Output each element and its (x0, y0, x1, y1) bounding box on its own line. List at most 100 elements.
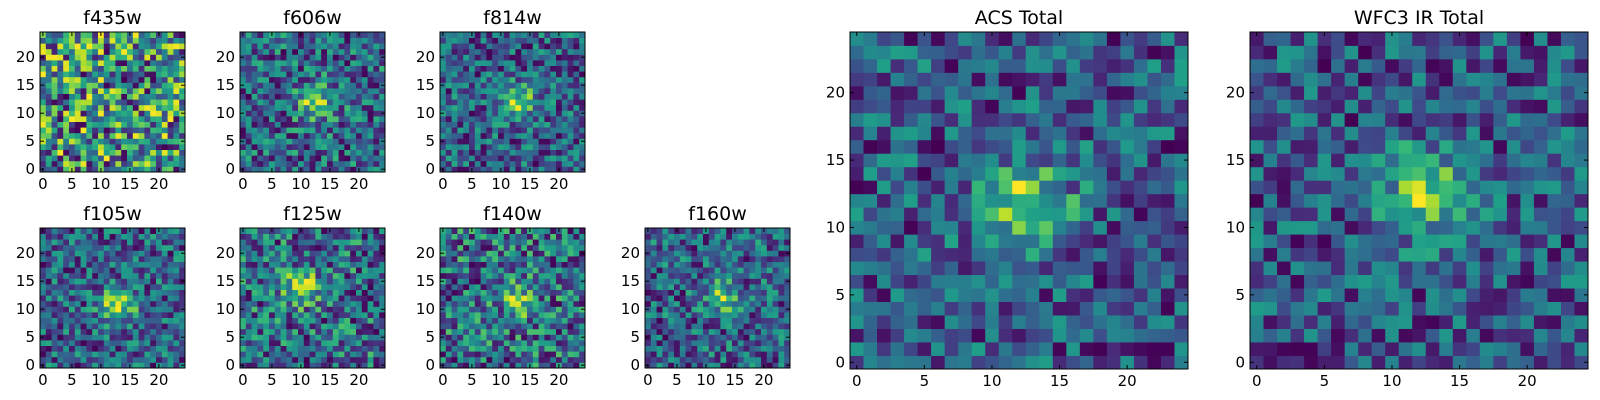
f435w-pixel (57, 166, 64, 173)
f814w-pixel (486, 37, 493, 44)
f125w-pixel (257, 334, 264, 341)
f140w-pixel (573, 306, 580, 313)
f435w-pixel (161, 127, 168, 134)
f606w-pixel (269, 121, 276, 128)
f814w-pixel (492, 60, 499, 66)
f140w-pixel (573, 362, 580, 369)
f160w-pixel (784, 284, 791, 290)
f125w-pixel (251, 351, 258, 358)
f606w-pixel (315, 65, 322, 72)
f814w-pixel (486, 82, 493, 89)
f606w-pixel (240, 48, 247, 55)
f160w-pixel (732, 351, 739, 358)
f606w-pixel (280, 82, 287, 89)
f125w-pixel (309, 289, 316, 296)
f814w-pixel (544, 160, 551, 167)
f814w-pixel (567, 116, 574, 122)
acs-total-pixel (863, 288, 878, 302)
f140w-pixel (474, 345, 481, 352)
f606w-pixel (298, 116, 305, 122)
f160w-pixel (674, 328, 681, 335)
f435w-pixel (45, 65, 52, 72)
f125w-pixel (321, 228, 328, 234)
f140w-pixel (492, 228, 499, 234)
f814w-pixel (445, 116, 452, 122)
f160w-pixel (743, 356, 750, 363)
f814w-pixel (579, 65, 586, 72)
f140w-pixel (469, 278, 476, 285)
acs-total-pixel (863, 355, 878, 370)
f125w-pixel (321, 317, 328, 324)
acs-total-pixel (1039, 220, 1054, 235)
f105w-pixel (98, 328, 105, 335)
f105w-pixel (179, 300, 186, 307)
f105w-pixel (45, 323, 52, 330)
f140w-pixel (474, 256, 481, 262)
f105w-pixel (150, 278, 157, 285)
f435w-pixel (86, 88, 93, 94)
f125w-pixel (344, 256, 351, 262)
f140w-pixel (445, 323, 452, 330)
f160w-pixel (703, 312, 710, 318)
f435w-pixel (150, 110, 157, 117)
f606w-pixel (367, 54, 374, 61)
f125w-pixel (338, 362, 345, 369)
f606w-pixel (350, 43, 357, 50)
f105w-pixel (150, 239, 157, 246)
f125w-pixel (274, 244, 281, 251)
f435w-pixel (69, 155, 76, 162)
acs-total-pixel (944, 328, 959, 343)
f140w-pixel (498, 340, 505, 346)
f814w-ytick-label: 0 (425, 160, 435, 178)
f160w-pixel (714, 312, 721, 318)
acs-total-pixel (850, 153, 864, 168)
f140w-pixel (561, 306, 568, 313)
f814w-pixel (544, 32, 551, 38)
acs-total-pixel (931, 342, 946, 356)
f140w-pixel (515, 256, 522, 262)
f606w-pixel (257, 110, 264, 117)
f125w-pixel (286, 306, 293, 313)
f606w-pixel (332, 82, 339, 89)
f435w-pixel (161, 88, 168, 94)
acs-total-pixel (1066, 207, 1081, 222)
f606w-pixel (332, 32, 339, 38)
f125w-pixel (321, 289, 328, 296)
f125w-pixel (298, 295, 305, 302)
f160w-pixel (662, 233, 669, 240)
f125w-pixel (361, 244, 368, 251)
f125w-pixel (280, 328, 287, 335)
f125w-pixel (298, 267, 305, 274)
f125w-pixel (303, 284, 310, 290)
f160w-pixel (743, 351, 750, 358)
f125w-pixel (257, 317, 264, 324)
f160w-pixel (685, 351, 692, 358)
acs-total-pixel (877, 193, 891, 208)
f814w-pixel (532, 138, 539, 145)
f105w-pixel (132, 284, 139, 290)
f435w-pixel (161, 71, 168, 78)
f814w-pixel (556, 155, 563, 162)
f606w-pixel (327, 60, 334, 66)
f140w-pixel (451, 289, 458, 296)
f140w-pixel (445, 284, 452, 290)
f105w-pixel (98, 267, 105, 274)
acs-total-pixel (1147, 193, 1162, 208)
f814w-pixel (445, 99, 452, 106)
f125w-pixel (373, 261, 380, 268)
acs-total-pixel (1133, 328, 1148, 343)
f125w-pixel (269, 300, 276, 307)
f160w-pixel (708, 284, 715, 290)
f105w-pixel (74, 284, 81, 290)
f435w-pixel (173, 99, 180, 106)
f140w-pixel (440, 284, 447, 290)
f105w-pixel (109, 256, 116, 262)
f125w-pixel (257, 239, 264, 246)
f606w-pixel (344, 149, 351, 156)
f814w-pixel (544, 166, 551, 173)
f606w-pixel (367, 60, 374, 66)
f606w-pixel (240, 121, 247, 128)
f814w-pixel (503, 54, 510, 61)
f814w-pixel (509, 43, 516, 50)
f160w-pixel (732, 256, 739, 262)
